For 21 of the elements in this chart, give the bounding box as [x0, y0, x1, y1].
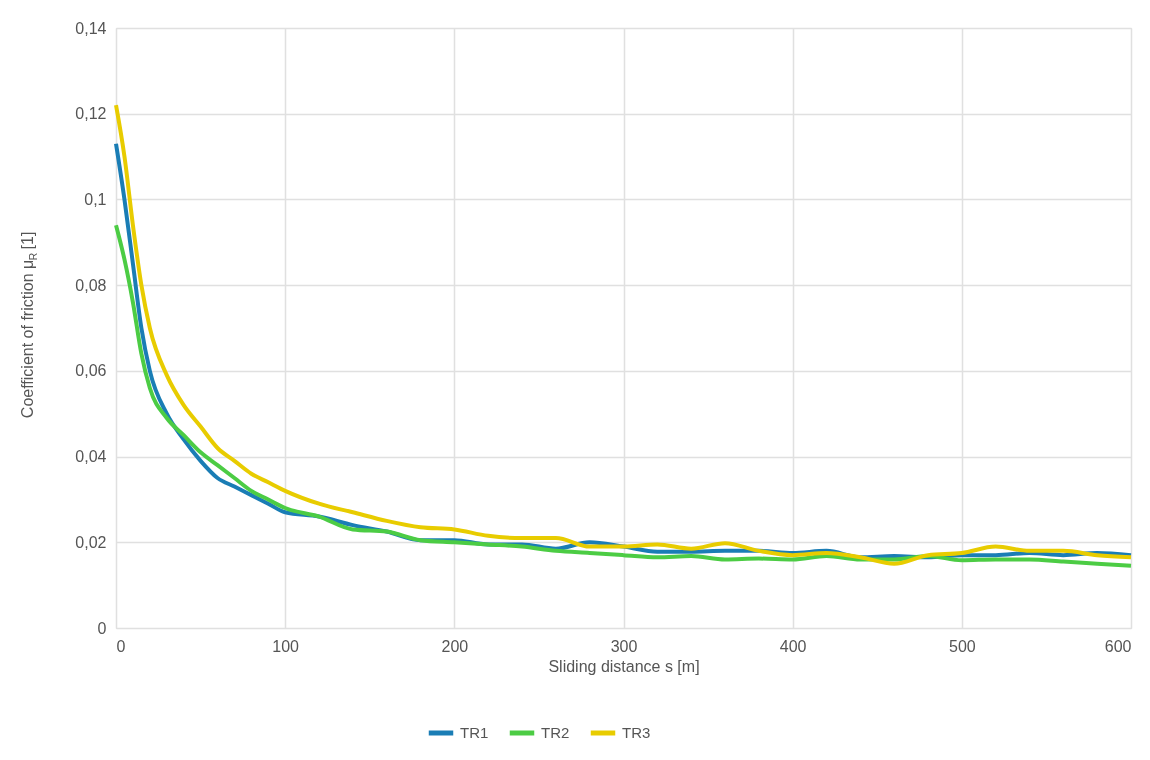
y-tick-label: 0,1: [84, 190, 107, 208]
y-tick-label: 0,08: [75, 276, 107, 294]
x-tick-label: 100: [272, 637, 300, 655]
y-axis-title: Coefficient of friction μR [1]: [19, 231, 39, 419]
x-tick-label: 600: [1104, 637, 1132, 655]
legend-label: TR1: [460, 724, 489, 741]
y-tick-label: 0,06: [75, 362, 107, 380]
x-tick-label: 400: [779, 637, 807, 655]
x-tick-label: 0: [116, 637, 126, 655]
x-tick-label: 200: [441, 637, 469, 655]
y-tick-label: 0,12: [75, 105, 107, 123]
y-tick-label: 0,14: [75, 19, 107, 37]
y-tick-label: 0,02: [75, 533, 107, 551]
x-axis-title: Sliding distance s [m]: [548, 657, 700, 675]
y-tick-label: 0: [97, 619, 107, 637]
y-tick-label: 0,04: [75, 448, 107, 466]
legend-label: TR2: [541, 724, 570, 741]
line-series: [114, 223, 1133, 568]
x-tick-label: 500: [948, 637, 976, 655]
x-tick-label: 300: [610, 637, 638, 655]
legend-label: TR3: [622, 724, 651, 741]
